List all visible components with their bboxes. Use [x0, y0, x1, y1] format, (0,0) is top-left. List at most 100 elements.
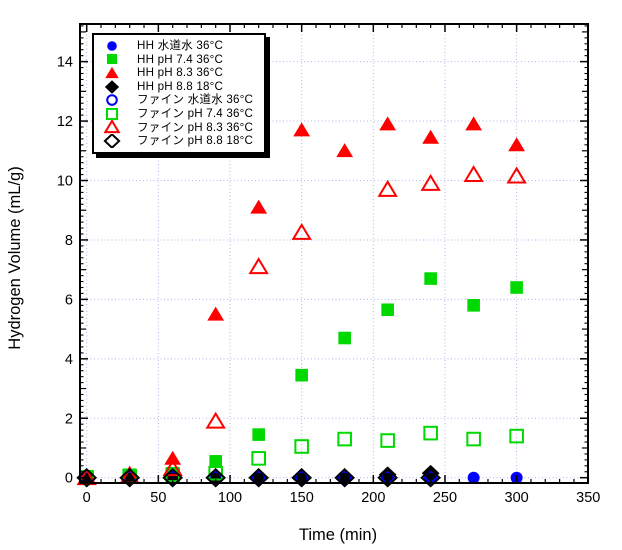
data-point [252, 428, 265, 441]
data-point [467, 471, 480, 484]
legend-marker-circle-icon [107, 40, 117, 51]
x-tick-label: 250 [433, 490, 457, 506]
legend-item-label: HH 水道水 36°C [137, 39, 224, 52]
data-point [207, 306, 225, 321]
data-point [334, 467, 356, 488]
data-point [338, 331, 351, 345]
x-tick-label: 150 [290, 490, 314, 506]
data-point [205, 467, 227, 488]
legend-item: ファイン 水道水 36°C [99, 93, 259, 107]
data-point [103, 120, 121, 134]
y-axis-title: Hydrogen Volume (mL/g) [6, 166, 24, 349]
data-point [294, 439, 309, 454]
data-point [119, 467, 141, 488]
y-tick-label: 4 [65, 352, 73, 368]
y-tick-label: 8 [65, 233, 73, 249]
tick-labels-group: 0 50 100 150 200 250 300 350 0 2 4 6 8 10 12 14 [57, 55, 601, 506]
legend-item-label: HH pH 7.4 36°C [137, 52, 224, 66]
data-point [381, 303, 394, 317]
data-point [337, 431, 352, 447]
legend-item: HH pH 8.3 36°C [99, 66, 259, 80]
legend-marker-diamond-icon [104, 79, 120, 94]
data-point [162, 467, 184, 488]
legend-marker-triangle-icon [105, 66, 119, 79]
x-tick-label: 100 [218, 490, 242, 506]
legend-item: HH pH 7.4 36°C [99, 53, 259, 67]
data-point [380, 433, 395, 448]
y-tick-label: 10 [57, 174, 73, 190]
y-tick-label: 0 [65, 471, 73, 487]
data-point [162, 459, 183, 477]
data-point [205, 411, 226, 429]
series-points [76, 165, 527, 486]
data-point [421, 464, 440, 482]
data-point [423, 425, 438, 441]
data-point [104, 79, 120, 94]
plot-frame [79, 23, 589, 484]
data-point [251, 451, 266, 466]
legend-marker-square-icon [105, 107, 119, 120]
legend-item: ファイン pH 8.3 36°C [99, 120, 259, 135]
data-point [103, 133, 121, 148]
data-point [379, 116, 397, 131]
data-point [164, 450, 182, 465]
data-point [424, 272, 437, 285]
legend-item-label: ファイン pH 8.3 36°C [137, 120, 254, 134]
data-point [508, 137, 526, 152]
data-point [291, 467, 313, 488]
legend-item-label: HH pH 8.8 18°C [137, 79, 224, 93]
data-point [107, 40, 117, 51]
data-point [106, 94, 118, 106]
data-point [509, 428, 524, 444]
data-point [250, 199, 268, 214]
series-points [76, 467, 442, 488]
data-point [510, 281, 523, 294]
x-axis-title: Time (min) [299, 526, 377, 544]
data-point [378, 466, 397, 484]
x-tick-label: 0 [83, 490, 91, 506]
x-tick-label: 350 [576, 490, 600, 506]
data-point [336, 143, 354, 158]
legend-marker-circle-icon [106, 94, 118, 106]
series-points [78, 116, 526, 483]
data-point [209, 455, 222, 468]
x-tick-label: 300 [505, 490, 529, 506]
data-point [248, 467, 270, 488]
data-point [106, 54, 118, 65]
series-points [80, 272, 523, 483]
legend-item: HH pH 8.8 18°C [99, 80, 259, 94]
legend-marker-square-icon [106, 54, 118, 65]
legend-item: HH 水道水 36°C [99, 39, 259, 53]
legend-item-label: ファイン pH 8.8 18°C [137, 134, 254, 148]
x-tick-label: 200 [361, 490, 385, 506]
data-point [506, 166, 527, 184]
legend-marker-diamond-icon [103, 133, 121, 148]
legend-marker-triangle-icon [103, 120, 121, 134]
data-point [248, 257, 269, 275]
data-point [422, 129, 440, 144]
y-tick-label: 12 [57, 114, 73, 130]
y-tick-label: 2 [65, 411, 73, 427]
legend-item: ファイン pH 8.8 18°C [99, 133, 259, 148]
data-point [291, 222, 312, 240]
data-point [467, 299, 480, 312]
data-point [105, 66, 119, 79]
data-point [377, 179, 398, 197]
data-point [466, 431, 481, 447]
legend-item-label: ファイン 水道水 36°C [137, 93, 254, 107]
legend-item-label: ファイン pH 7.4 36°C [137, 106, 254, 120]
x-tick-label: 50 [150, 490, 166, 506]
legend-item-label: HH pH 8.3 36°C [137, 66, 224, 80]
data-point [295, 368, 308, 382]
data-point [465, 116, 483, 131]
data-point [377, 467, 399, 488]
legend-item: ファイン pH 7.4 36°C [99, 107, 259, 121]
data-point [293, 122, 311, 137]
data-point [420, 173, 441, 191]
ticks-group [80, 24, 590, 483]
legend: HH 水道水 36°C HH pH 7.4 36°C HH pH 8.3 36°C H… [92, 33, 266, 154]
y-tick-label: 14 [57, 55, 73, 71]
data-point [420, 467, 442, 488]
data-point [463, 165, 484, 182]
